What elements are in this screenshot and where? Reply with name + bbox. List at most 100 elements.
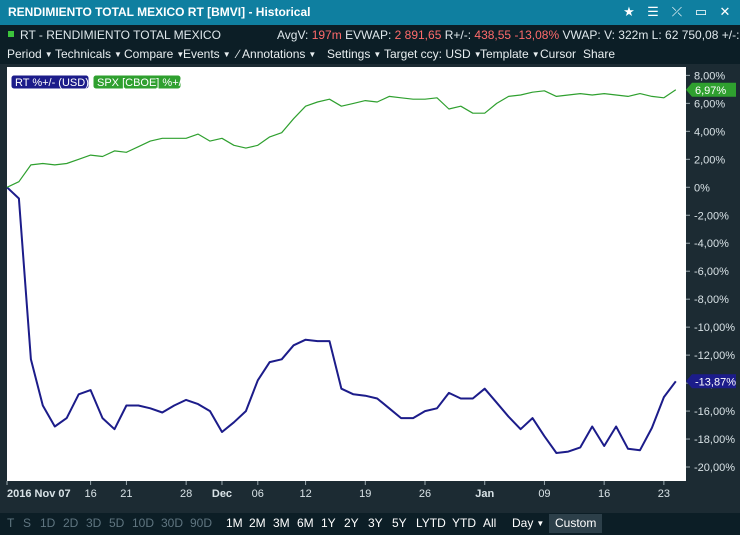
menu-label: Events bbox=[183, 47, 220, 61]
y-tick-label: -18,00% bbox=[694, 434, 735, 446]
period-btn-all[interactable]: All bbox=[483, 516, 497, 530]
period-btn-3m[interactable]: 3M bbox=[273, 516, 290, 530]
price-chart[interactable]: 8,00% 6,00% 4,00% 2,00% 0% -2,00% -4,00% -6,00%… bbox=[0, 64, 740, 513]
custom-range-button[interactable]: Custom bbox=[549, 514, 603, 533]
legend-rt-label: RT %+/- (USD) bbox=[15, 77, 89, 89]
instrument-name: RT - RENDIMIENTO TOTAL MEXICO bbox=[20, 28, 221, 42]
menu-annotations[interactable]: ∕ Annotations ▼ bbox=[237, 47, 316, 61]
legend-spx-box bbox=[92, 74, 182, 90]
period-btn-lytd[interactable]: LYTD bbox=[416, 516, 446, 530]
quote-stats: AvgV: 197m EVWAP: 2 891,65 R+/-: 438,55 … bbox=[277, 28, 739, 42]
minimize-icon[interactable]: ▭ bbox=[694, 4, 708, 19]
window-controls: ★ ☰ ⤫ ▭ ✕ bbox=[620, 3, 734, 21]
period-btn-6m[interactable]: 6M bbox=[297, 516, 314, 530]
period-btn-2m[interactable]: 2M bbox=[249, 516, 266, 530]
info-bar: RT - RENDIMIENTO TOTAL MEXICO AvgV: 197m… bbox=[0, 25, 740, 44]
y-tick-label: -12,00% bbox=[694, 350, 735, 362]
interval-dropdown[interactable]: Day ▼ bbox=[512, 516, 544, 530]
menu-icon[interactable]: ☰ bbox=[647, 4, 659, 19]
x-tick-label: 23 bbox=[658, 488, 670, 500]
menu-cursor[interactable]: Cursor bbox=[540, 47, 576, 61]
vwap-label: VWAP: bbox=[562, 28, 601, 42]
caret-down-icon: ▼ bbox=[531, 50, 540, 59]
period-btn-10d: 10D bbox=[132, 516, 155, 530]
menu-events[interactable]: Events ▼ bbox=[183, 47, 231, 61]
menu-label: Period bbox=[7, 47, 42, 61]
menu-technicals[interactable]: Technicals ▼ bbox=[55, 47, 122, 61]
menu-target-ccy[interactable]: Target ccy: USD ▼ bbox=[384, 47, 482, 61]
x-tick-label: 06 bbox=[252, 488, 264, 500]
period-btn-30d: 30D bbox=[161, 516, 184, 530]
period-btn-2y[interactable]: 2Y bbox=[344, 516, 359, 530]
avgv-label: AvgV: bbox=[277, 28, 309, 42]
evwap-label: EVWAP: bbox=[345, 28, 392, 42]
period-btn-t: T bbox=[7, 516, 15, 530]
title-bar: RENDIMIENTO TOTAL MEXICO RT [BMVI] - His… bbox=[0, 0, 740, 25]
x-tick-label: 12 bbox=[299, 488, 311, 500]
star-icon[interactable]: ★ bbox=[623, 4, 635, 19]
y-tick-label: 8,00% bbox=[694, 70, 725, 82]
menu-label: Settings bbox=[327, 47, 371, 61]
caret-down-icon: ▼ bbox=[536, 519, 545, 528]
plot-background bbox=[7, 67, 686, 481]
caret-down-icon: ▼ bbox=[114, 50, 122, 59]
period-btn-5y[interactable]: 5Y bbox=[392, 516, 407, 530]
menu-label: Target ccy: USD bbox=[384, 47, 471, 61]
y-tick-label: 2,00% bbox=[694, 154, 725, 166]
x-tick-label: 28 bbox=[180, 488, 192, 500]
x-tick-label: Dec bbox=[212, 488, 232, 500]
chart-area[interactable]: 8,00% 6,00% 4,00% 2,00% 0% -2,00% -4,00% -6,00%… bbox=[0, 64, 740, 514]
menu-settings[interactable]: Settings ▼ bbox=[327, 47, 381, 61]
x-tick-label: 16 bbox=[84, 488, 96, 500]
period-btn-1m[interactable]: 1M bbox=[226, 516, 243, 530]
y-tick-label: -2,00% bbox=[694, 210, 729, 222]
caret-down-icon: ▼ bbox=[308, 50, 317, 59]
interval-label: Day bbox=[512, 516, 534, 530]
rpm-pct: -13,08% bbox=[514, 28, 560, 42]
caret-down-icon: ▼ bbox=[373, 50, 382, 59]
avgv-value: 197m bbox=[311, 28, 342, 42]
menu-label: Share bbox=[583, 47, 616, 61]
period-btn-3y[interactable]: 3Y bbox=[368, 516, 383, 530]
chart-menu-bar: Period ▼ Technicals ▼ Compare ▼ Events ▼ ∕ An… bbox=[0, 44, 740, 64]
rpm-value: 438,55 bbox=[474, 28, 512, 42]
spx-series-line bbox=[6, 89, 677, 188]
y-tick-label: -8,00% bbox=[694, 294, 729, 306]
rt-last-tag bbox=[686, 374, 736, 389]
y-tick-label: 4,00% bbox=[694, 126, 725, 138]
unlink-icon[interactable]: ⤫ bbox=[671, 4, 683, 19]
period-btn-1y[interactable]: 1Y bbox=[321, 516, 336, 530]
period-btn-2d: 2D bbox=[63, 516, 79, 530]
period-btn-s: S bbox=[23, 516, 32, 530]
y-tick-label: 6,00% bbox=[694, 98, 725, 110]
x-tick-label: 26 bbox=[419, 488, 431, 500]
x-tick-label: 21 bbox=[120, 488, 132, 500]
menu-share[interactable]: Share bbox=[583, 47, 615, 61]
instrument-marker bbox=[8, 31, 14, 37]
rpm-label: R+/-: bbox=[444, 28, 472, 42]
last-value: L: 62 750,08 bbox=[651, 28, 719, 42]
y-tick-label: -4,00% bbox=[694, 238, 729, 250]
spx-last-value: 6,97% bbox=[695, 85, 726, 97]
menu-compare[interactable]: Compare ▼ bbox=[124, 47, 184, 61]
caret-down-icon: ▼ bbox=[222, 50, 231, 59]
period-btn-3d: 3D bbox=[86, 516, 102, 530]
caret-down-icon: ▼ bbox=[44, 50, 53, 59]
period-btn-ytd[interactable]: YTD bbox=[452, 516, 476, 530]
y-tick-label: -16,00% bbox=[694, 406, 735, 418]
x-tick-label: 2016 Nov 07 bbox=[7, 488, 71, 500]
period-bar: T S 1D 2D 3D 5D 10D 30D 90D 1M 2M 3M 6M … bbox=[0, 513, 740, 535]
y-tick-label: -6,00% bbox=[694, 266, 729, 278]
close-icon[interactable]: ✕ bbox=[719, 4, 731, 19]
menu-template[interactable]: Template ▼ bbox=[480, 47, 540, 61]
y-tick-label: 0% bbox=[694, 182, 710, 194]
menu-label: Annotations bbox=[242, 47, 306, 61]
legend-spx-label: SPX [CBOE] %+/- bbox=[97, 77, 186, 89]
spx-last-tag bbox=[686, 82, 736, 97]
period-btn-1d: 1D bbox=[40, 516, 56, 530]
x-tick-label: 19 bbox=[359, 488, 371, 500]
menu-period[interactable]: Period ▼ bbox=[7, 47, 53, 61]
y-tick-label: -20,00% bbox=[694, 462, 735, 474]
caret-down-icon: ▼ bbox=[176, 50, 185, 59]
period-btn-5d: 5D bbox=[109, 516, 125, 530]
